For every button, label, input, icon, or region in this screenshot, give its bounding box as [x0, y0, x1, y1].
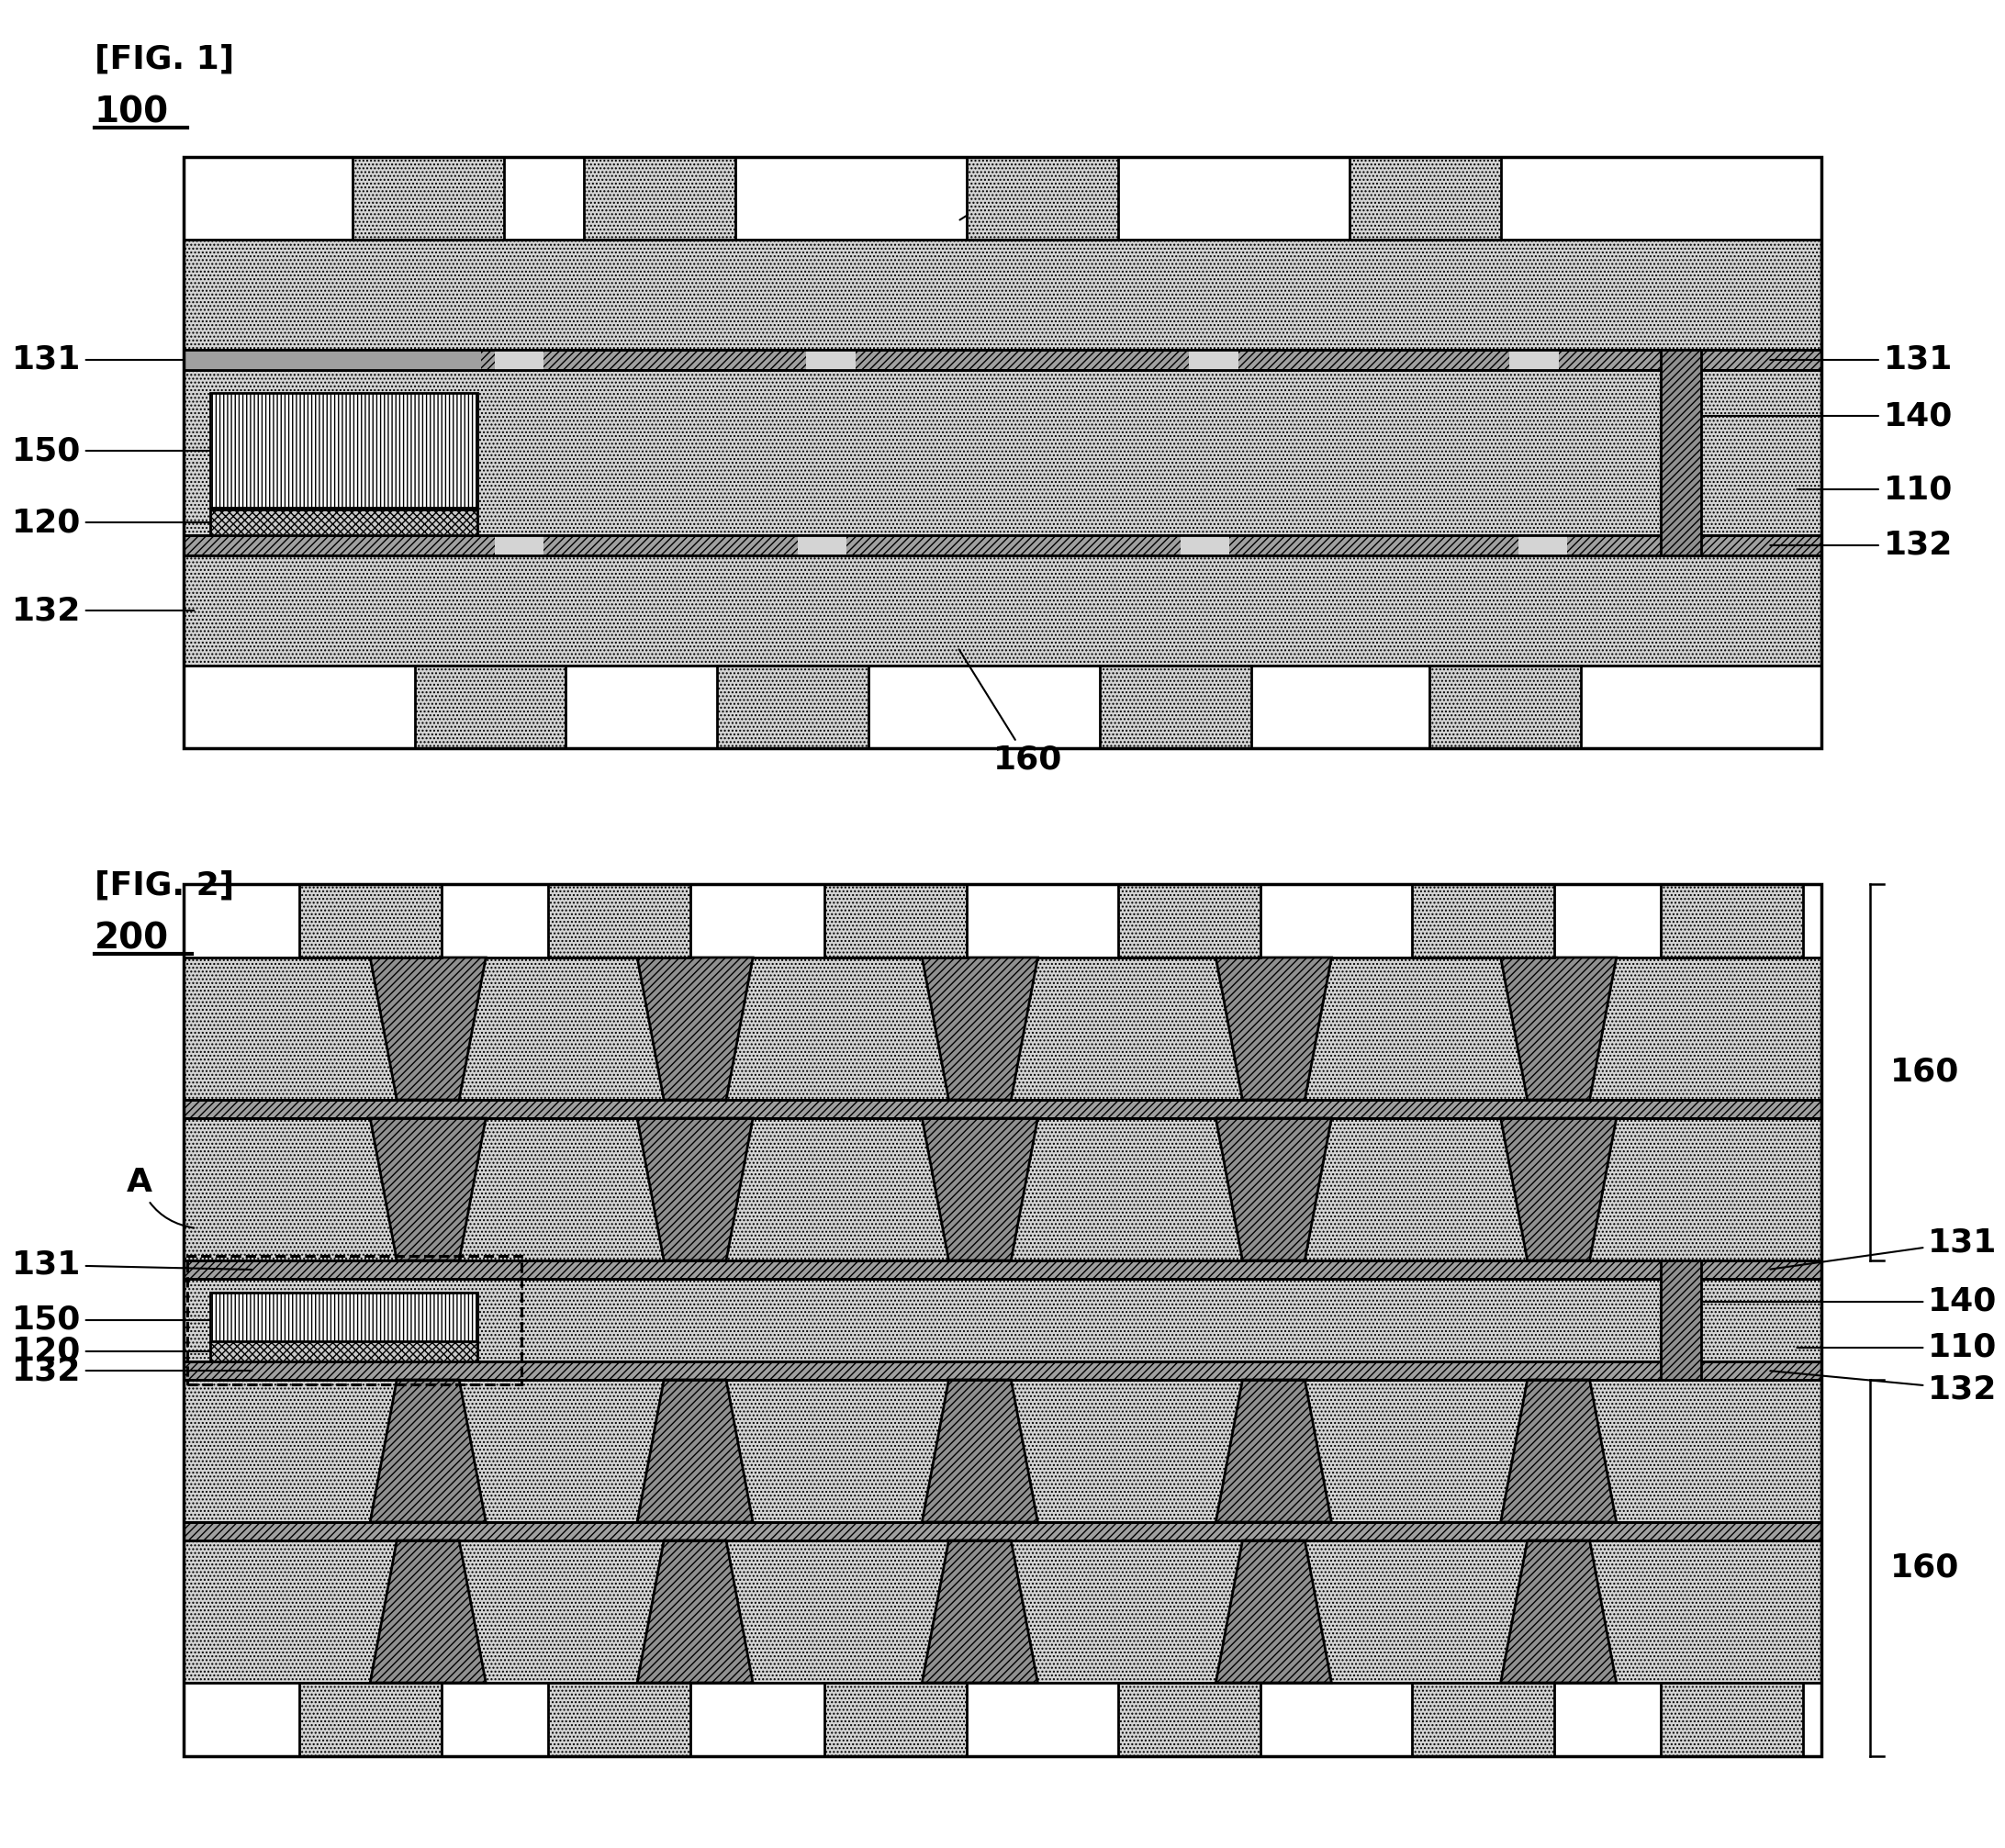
Polygon shape [922, 1118, 1039, 1260]
Text: 110: 110 [1796, 1332, 1997, 1364]
Bar [806, 349, 856, 370]
Bar [583, 157, 736, 240]
Polygon shape [1500, 1380, 1616, 1523]
Text: 132: 132 [1770, 1371, 1997, 1404]
Bar [211, 1342, 477, 1362]
Bar [1119, 883, 1261, 957]
Bar [1660, 1260, 1700, 1380]
Text: 100: 100 [94, 94, 168, 129]
Polygon shape [638, 957, 754, 1100]
Bar [718, 665, 868, 748]
Bar [182, 556, 1821, 665]
Text: 150: 150 [12, 434, 217, 466]
Bar [182, 240, 1821, 349]
Text: 131: 131 [1770, 1227, 1997, 1270]
Polygon shape [1500, 1118, 1616, 1260]
Bar [188, 1257, 521, 1384]
Bar [182, 1523, 1821, 1541]
Bar [299, 883, 441, 957]
Bar [299, 1684, 441, 1756]
Bar [182, 349, 481, 370]
Bar [1412, 883, 1554, 957]
Text: [FIG. 1]: [FIG. 1] [94, 44, 235, 76]
Polygon shape [1215, 1541, 1331, 1684]
Polygon shape [371, 1380, 485, 1523]
Text: 132: 132 [12, 595, 194, 626]
Polygon shape [1215, 1118, 1331, 1260]
Bar [182, 1118, 1821, 1260]
Polygon shape [638, 1118, 754, 1260]
Polygon shape [1215, 957, 1331, 1100]
Bar [1518, 536, 1568, 556]
Bar [182, 349, 1821, 370]
Polygon shape [1215, 1380, 1331, 1523]
Bar [182, 1260, 1821, 1279]
Polygon shape [922, 1541, 1039, 1684]
Bar [1510, 349, 1558, 370]
Bar [547, 883, 690, 957]
Text: 160: 160 [1891, 1057, 1959, 1088]
Bar [966, 157, 1119, 240]
Bar [798, 536, 846, 556]
Bar [824, 883, 966, 957]
Bar [415, 665, 565, 748]
Bar [1189, 349, 1237, 370]
Bar [182, 883, 1821, 1756]
Polygon shape [371, 1118, 485, 1260]
Text: 131: 131 [1770, 344, 1953, 375]
Text: 132: 132 [12, 1355, 253, 1386]
Bar [1349, 157, 1500, 240]
Bar [211, 510, 477, 536]
Bar [182, 957, 1821, 1100]
Polygon shape [638, 1380, 754, 1523]
Polygon shape [371, 957, 485, 1100]
Bar [182, 1380, 1821, 1523]
Text: 132: 132 [1770, 530, 1953, 562]
Text: 150: 150 [12, 1305, 217, 1336]
Text: 110: 110 [1796, 473, 1953, 505]
Text: A: A [126, 1166, 194, 1227]
Bar [182, 370, 1821, 536]
Text: 200: 200 [94, 920, 168, 955]
Bar [353, 157, 503, 240]
Bar [1660, 883, 1802, 957]
Bar [547, 1684, 690, 1756]
Bar [1119, 1684, 1261, 1756]
Text: 131: 131 [12, 1249, 253, 1281]
Bar [211, 1292, 477, 1347]
Polygon shape [638, 1541, 754, 1684]
Polygon shape [922, 1380, 1039, 1523]
Bar [211, 394, 477, 508]
Text: 160: 160 [960, 161, 1063, 220]
Polygon shape [922, 957, 1039, 1100]
Bar [182, 1362, 1821, 1380]
Text: 160: 160 [958, 649, 1063, 776]
Text: 120: 120 [12, 506, 217, 538]
Bar [182, 536, 1821, 556]
Bar [1660, 1684, 1802, 1756]
Text: 140: 140 [1704, 401, 1953, 431]
Polygon shape [371, 1541, 485, 1684]
Text: 120: 120 [12, 1336, 217, 1368]
Text: [FIG. 2]: [FIG. 2] [94, 870, 235, 902]
Text: 140: 140 [1704, 1286, 1997, 1318]
Bar [1430, 665, 1580, 748]
Bar [182, 1279, 1821, 1362]
Bar [182, 1541, 1821, 1684]
Bar [824, 1684, 966, 1756]
Bar [1181, 536, 1229, 556]
Bar [1412, 1684, 1554, 1756]
Polygon shape [1500, 957, 1616, 1100]
Bar [182, 157, 1821, 748]
Bar [1101, 665, 1251, 748]
Bar [1660, 349, 1700, 556]
Polygon shape [1500, 1541, 1616, 1684]
Bar [495, 349, 543, 370]
Bar [495, 536, 543, 556]
Text: 131: 131 [12, 344, 194, 375]
Bar [182, 1100, 1821, 1118]
Text: 160: 160 [1891, 1552, 1959, 1584]
